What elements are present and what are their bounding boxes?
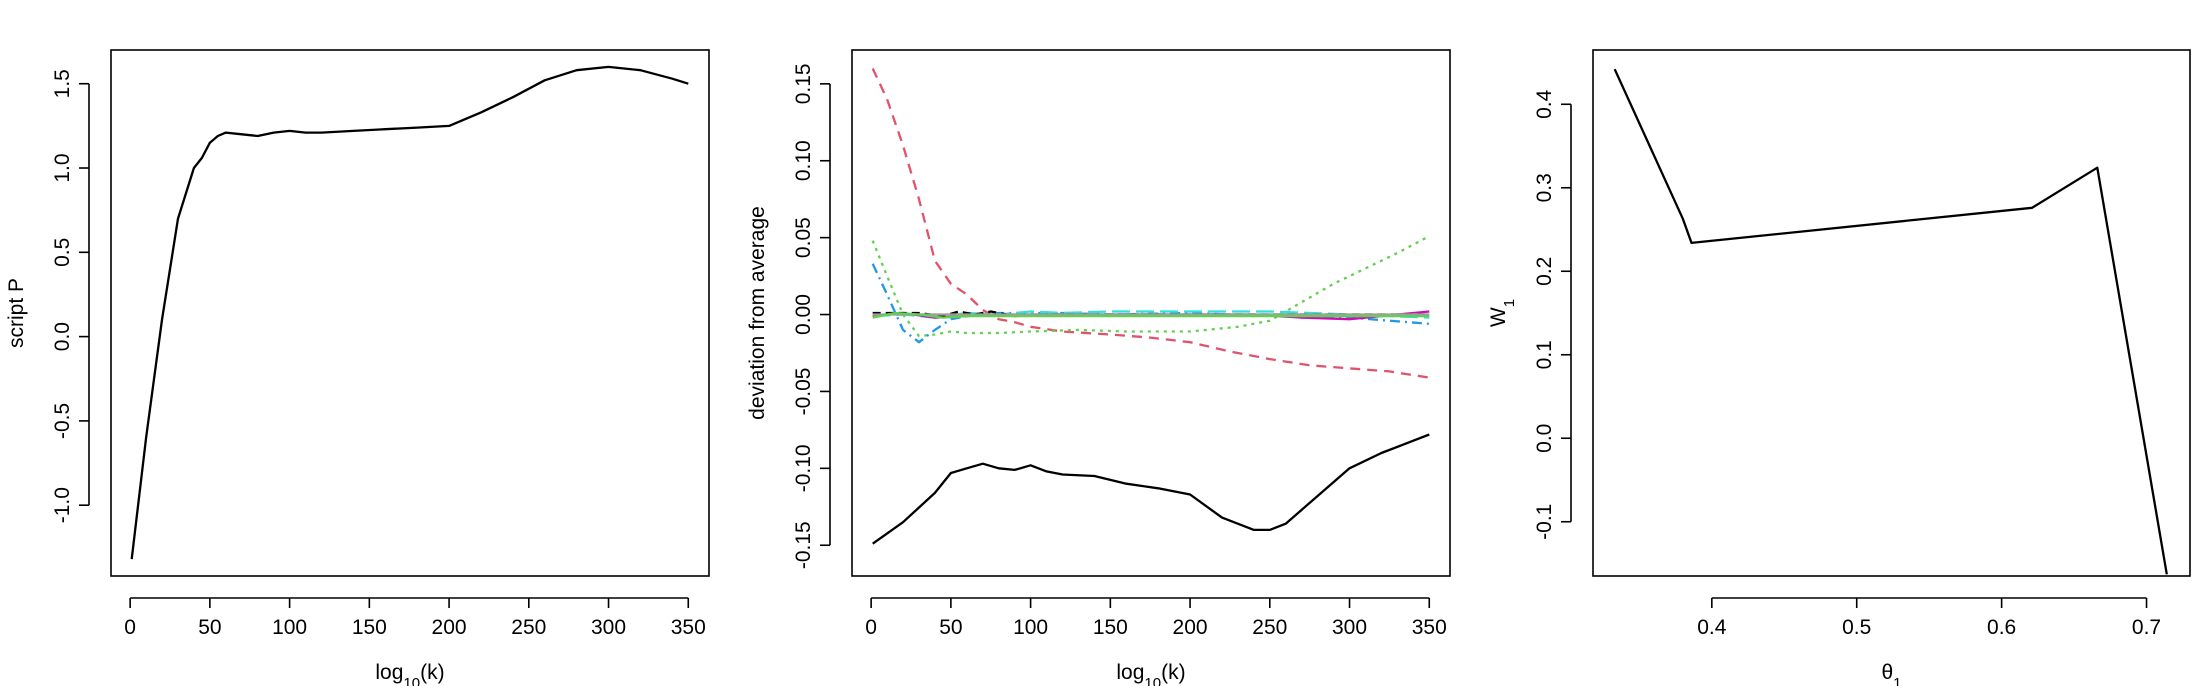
y-axis-title-subscript: 1 (1501, 299, 1518, 307)
x-tick-label: 0.6 (1987, 616, 2016, 639)
y-axis: -0.15 -0.10 -0.05 0.00 0.05 0.10 0.15 (792, 63, 831, 569)
x-tick-label: 200 (1173, 616, 1208, 639)
x-tick-label: 250 (1252, 616, 1287, 639)
x-axis: 0 50 100 150 200 250 300 350 (124, 597, 706, 639)
x-axis-title-base: log (375, 661, 403, 684)
x-axis: 0.4 0.5 0.6 0.7 (1697, 597, 2161, 639)
x-axis-title-base: log (1116, 661, 1144, 684)
y-tick-label: 0.10 (792, 140, 815, 181)
y-axis: -1.0 -0.5 0.0 0.5 1.0 1.5 (51, 69, 90, 523)
y-tick-label: 0.5 (51, 238, 74, 267)
x-axis-title: log10(k) (375, 661, 444, 686)
y-tick-label: -0.1 (1533, 504, 1556, 540)
x-tick-label: 50 (198, 616, 221, 639)
x-tick-label: 0 (124, 616, 136, 639)
x-tick-label: 300 (591, 616, 626, 639)
y-tick-label: -0.05 (792, 368, 815, 416)
y-tick-label: 0.1 (1533, 340, 1556, 369)
y-axis: -0.1 0.0 0.1 0.2 0.3 0.4 (1533, 89, 1572, 540)
x-axis-title-rest: (k) (1161, 661, 1186, 684)
x-tick-label: 0.4 (1697, 616, 1727, 639)
plot-frame-w1 (1592, 49, 2191, 577)
panel-script-p: 0 50 100 150 200 250 300 350 -1.0 -0.5 0.0 0.5 1.0 1.… (5, 49, 710, 686)
y-tick-label: -0.15 (792, 521, 815, 569)
series-line-1 (871, 68, 1430, 379)
x-axis-title: log10(k) (1116, 661, 1185, 686)
x-axis-title: θ1 (1881, 661, 1901, 686)
x-tick-label: 150 (352, 616, 387, 639)
series-line-9 (872, 311, 1430, 319)
x-tick-label: 0 (865, 616, 877, 639)
plot-frame-script-p (110, 49, 710, 577)
y-tick-label: 0.3 (1533, 173, 1556, 202)
x-tick-label: 150 (1093, 616, 1128, 639)
y-axis-title: W1 (1487, 299, 1518, 327)
y-tick-label: -0.5 (51, 403, 74, 439)
x-tick-label: 100 (272, 616, 307, 639)
series-line-0 (130, 65, 689, 560)
x-tick-label: 100 (1013, 616, 1048, 639)
y-tick-label: 0.00 (792, 294, 815, 335)
y-tick-label: -0.10 (792, 444, 815, 492)
y-tick-label: 0.0 (51, 322, 74, 351)
y-tick-label: 0.2 (1533, 257, 1556, 286)
series-line-3 (871, 263, 1430, 344)
y-tick-label: 1.0 (51, 153, 74, 182)
x-axis-title-subscript: 10 (403, 675, 420, 686)
y-tick-label: 0.15 (792, 63, 815, 104)
y-axis-title: script P (5, 278, 28, 348)
x-tick-label: 50 (939, 616, 962, 639)
series-line-2 (871, 235, 1430, 338)
y-tick-label: 0.4 (1533, 89, 1556, 119)
y-tick-label: 0.0 (1533, 424, 1556, 453)
x-tick-label: 300 (1332, 616, 1367, 639)
y-tick-label: 1.5 (51, 69, 74, 98)
series-line-0 (1613, 68, 2168, 575)
x-tick-label: 350 (671, 616, 706, 639)
x-axis-title-subscript: 1 (1893, 675, 1901, 686)
x-axis-title-subscript: 10 (1144, 675, 1161, 686)
x-tick-label: 0.7 (2132, 616, 2161, 639)
x-tick-label: 200 (432, 616, 467, 639)
plot-frame-deviation (851, 49, 1451, 577)
series-line-0 (872, 433, 1430, 545)
x-axis-title-rest: (k) (420, 661, 445, 684)
x-axis: 0 50 100 150 200 250 300 350 (865, 597, 1447, 639)
x-tick-label: 250 (511, 616, 546, 639)
y-tick-label: 0.05 (792, 217, 815, 258)
panel-deviation-from-average: 0 50 100 150 200 250 300 350 -0.15 -0.10 -0.05 0.00… (746, 49, 1451, 686)
y-axis-title-base: W (1487, 307, 1510, 327)
x-axis-title-base: θ (1881, 661, 1893, 684)
y-tick-label: -1.0 (51, 487, 74, 523)
x-tick-label: 0.5 (1842, 616, 1871, 639)
x-tick-label: 350 (1412, 616, 1447, 639)
y-axis-title: deviation from average (746, 206, 769, 420)
